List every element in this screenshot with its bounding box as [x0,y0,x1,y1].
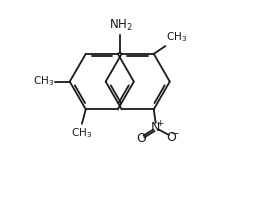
Text: CH$_3$: CH$_3$ [166,30,187,44]
Text: CH$_3$: CH$_3$ [71,126,93,140]
Text: NH$_2$: NH$_2$ [109,18,133,33]
Text: CH$_3$: CH$_3$ [33,75,54,88]
Text: −: − [171,129,180,139]
Text: N: N [151,121,160,134]
Text: O: O [136,132,146,145]
Text: +: + [156,119,163,128]
Text: O: O [167,131,177,144]
